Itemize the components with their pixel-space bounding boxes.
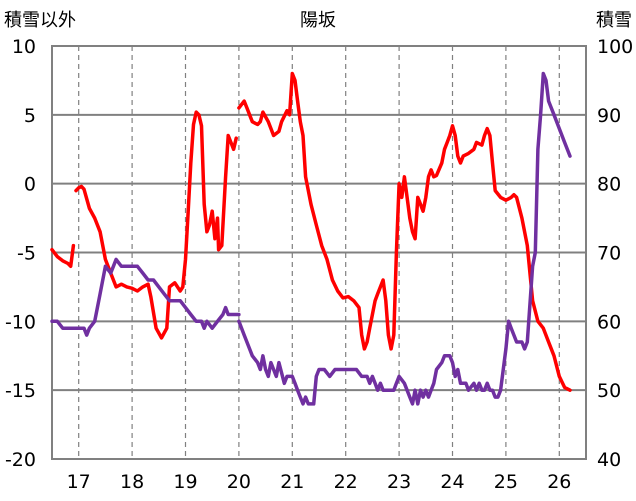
series-right-line [50, 257, 241, 337]
y-left-tick-label: -15 [5, 380, 36, 402]
x-tick-label: 26 [547, 471, 571, 493]
y-left-axis-title: 積雪以外 [4, 10, 76, 31]
y-right-tick-label: 50 [597, 380, 621, 402]
series [50, 71, 572, 406]
series-right-line [237, 71, 572, 406]
y-right-tick-label: 100 [597, 36, 633, 58]
x-tick-label: 24 [440, 471, 464, 493]
y-right-tick-label: 90 [597, 105, 621, 127]
y-left-tick-label: -10 [5, 311, 36, 333]
grid [52, 46, 586, 459]
series-left-line [237, 71, 572, 392]
chart-title: 陽坂 [300, 10, 336, 31]
x-tick-label: 21 [280, 471, 304, 493]
y-left-tick-label: 10 [12, 36, 36, 58]
x-tick-label: 25 [494, 471, 518, 493]
y-right-tick-label: 40 [597, 449, 621, 471]
y-right-tick-label: 60 [597, 311, 621, 333]
y-right-tick-label: 70 [597, 243, 621, 265]
y-left-tick-label: -20 [5, 449, 36, 471]
x-tick-label: 23 [387, 471, 411, 493]
y-right-tick-label: 80 [597, 174, 621, 196]
series-left-line [50, 243, 76, 269]
x-tick-label: 20 [227, 471, 251, 493]
axis-labels: 17 18 19 20 21 22 23 24 25 261050-5-10-15-2010090… [5, 36, 633, 493]
x-tick-label: 18 [120, 471, 144, 493]
x-tick-label: 17 [67, 471, 91, 493]
y-left-tick-label: 0 [24, 174, 36, 196]
y-left-tick-label: -5 [17, 243, 36, 265]
x-tick-label: 19 [173, 471, 197, 493]
y-left-tick-label: 5 [24, 105, 36, 127]
y-right-axis-title: 積雪 [596, 10, 632, 31]
x-tick-label: 22 [334, 471, 358, 493]
series-left-line [74, 110, 238, 340]
